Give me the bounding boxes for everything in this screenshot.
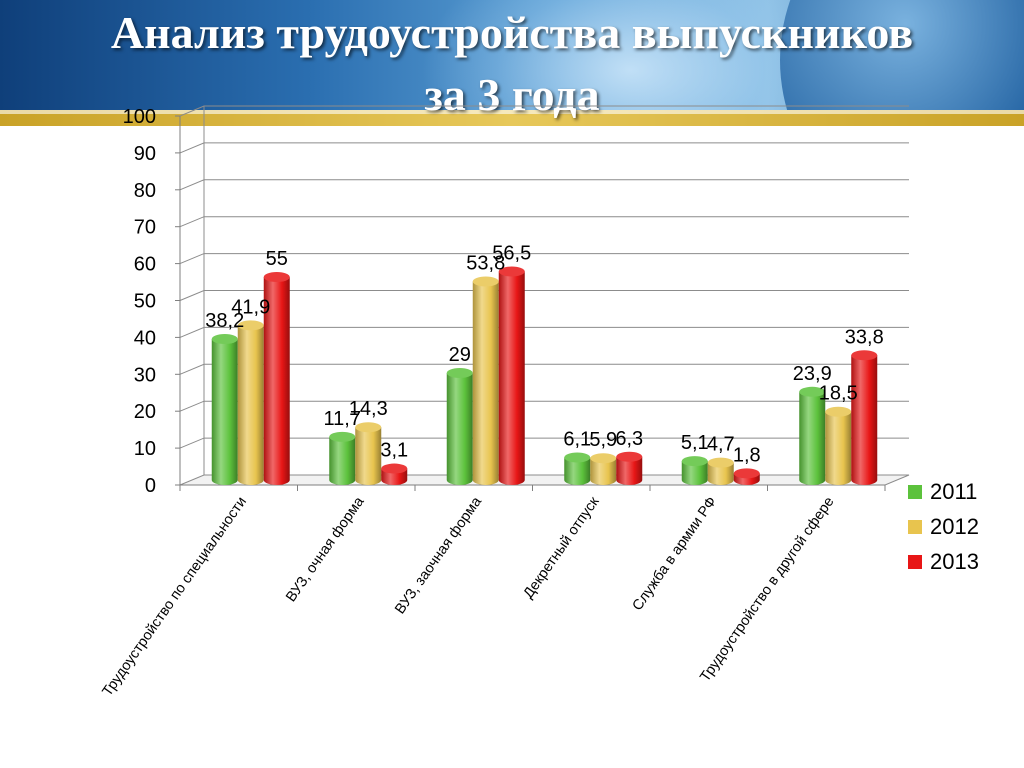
data-label: 14,3 (349, 398, 388, 420)
legend-item-2013: 2013 (906, 546, 1016, 581)
data-label: 5,1 (681, 432, 709, 454)
bar-2012 (707, 462, 734, 485)
bar-top-2013 (851, 350, 878, 361)
bar-top-2013 (616, 451, 643, 462)
y-tick-label: 10 (134, 438, 156, 460)
bar-2011 (211, 339, 238, 485)
y-tick-label: 70 (134, 217, 156, 239)
legend-label: 2012 (930, 514, 979, 539)
legend-swatch (908, 555, 922, 569)
gridline (179, 253, 909, 265)
gridline (179, 179, 909, 191)
bar-top-2012 (825, 406, 852, 417)
title-line-2: за 3 года (424, 69, 600, 120)
bar-2013 (498, 271, 525, 485)
bar-2012 (237, 325, 264, 485)
bar-2011 (681, 461, 708, 485)
x-category-label: ВУЗ, очная форма (283, 493, 368, 605)
bar-top-2011 (799, 386, 826, 397)
gridline (179, 216, 909, 228)
bar-2013 (616, 456, 643, 485)
y-tick-label: 30 (134, 364, 156, 386)
data-label: 6,1 (563, 428, 591, 450)
gridline (179, 142, 909, 154)
data-label: 23,9 (793, 363, 832, 385)
bar-2011 (329, 436, 356, 485)
data-label: 11,7 (324, 408, 361, 430)
legend-item-2011: 2011 (906, 476, 1016, 511)
bar-top-2012 (355, 422, 382, 433)
chart-data-labels: 38,241,9 55 11,714,3 3,1 29 53,856,5 6,15,96,3… (205, 243, 883, 467)
bar-top-2011 (211, 334, 238, 345)
header-banner (0, 0, 1024, 110)
x-category-label: Трудоустройство в другой сфере (697, 494, 837, 685)
bar-2013 (263, 277, 290, 485)
data-label: 29 (449, 344, 471, 366)
data-label: 41,9 (231, 296, 270, 318)
data-label: 18,5 (819, 383, 858, 405)
data-label: 53,8 (466, 252, 505, 274)
y-tick-label: 50 (134, 291, 156, 313)
bar-top-2011 (329, 431, 356, 442)
data-label: 38,2 (205, 310, 244, 332)
legend-label: 2013 (930, 549, 979, 574)
gridline (179, 105, 909, 117)
bar-top-2012 (707, 457, 734, 468)
legend-label: 2011 (930, 479, 978, 504)
y-tick-label: 0 (145, 475, 156, 497)
bar-2012 (590, 458, 617, 485)
x-category-label: Декретный отпуск (521, 494, 603, 602)
bar-top-2013 (733, 468, 760, 479)
data-label: 3,1 (380, 440, 408, 462)
chart-legend: 2011 2012 2013 (906, 476, 1016, 581)
y-tick-label: 100 (123, 106, 156, 128)
bar-top-2013 (498, 266, 525, 277)
y-tick-label: 90 (134, 143, 156, 165)
bar-top-2011 (564, 452, 591, 463)
data-label: 56,5 (492, 243, 531, 265)
x-category-label: Служба в армии РФ (630, 494, 720, 614)
bar-top-2012 (472, 276, 499, 287)
y-tick-label: 80 (134, 180, 156, 202)
legend-item-2012: 2012 (906, 511, 1016, 546)
chart-bars (211, 266, 878, 485)
data-label: 6,3 (615, 428, 643, 450)
bar-2012 (472, 281, 499, 485)
banner-glow (420, 0, 840, 110)
data-label: 55 (266, 248, 288, 270)
bar-top-2011 (446, 367, 473, 378)
legend-swatch (908, 520, 922, 534)
bar-2012 (825, 411, 852, 485)
bar-2011 (799, 391, 826, 485)
data-label: 1,8 (733, 444, 761, 466)
y-tick-label: 20 (134, 401, 156, 423)
bar-top-2013 (381, 463, 408, 474)
bar-2012 (355, 427, 382, 485)
data-label: 4,7 (707, 434, 735, 456)
bar-top-2012 (590, 453, 617, 464)
globe-image (780, 0, 1024, 110)
legend-swatch (908, 485, 922, 499)
bar-top-2011 (681, 456, 708, 467)
data-label: 33,8 (845, 326, 884, 348)
bar-2013 (851, 355, 878, 485)
gold-divider (0, 110, 1024, 126)
x-category-label: ВУЗ, заочная форма (392, 493, 485, 617)
bar-2011 (446, 372, 473, 485)
data-label: 5,9 (589, 429, 617, 451)
y-tick-label: 60 (134, 254, 156, 276)
bar-top-2013 (263, 272, 290, 283)
bar-2011 (564, 457, 591, 485)
title-line-1: Анализ трудоустройства выпускников (110, 7, 914, 58)
bar-top-2012 (237, 320, 264, 331)
y-tick-label: 40 (134, 327, 156, 349)
page-title: Анализ трудоустройства выпускников за 3 … (0, 0, 1024, 126)
x-category-label: Трудоустройство по специальности (100, 494, 250, 699)
